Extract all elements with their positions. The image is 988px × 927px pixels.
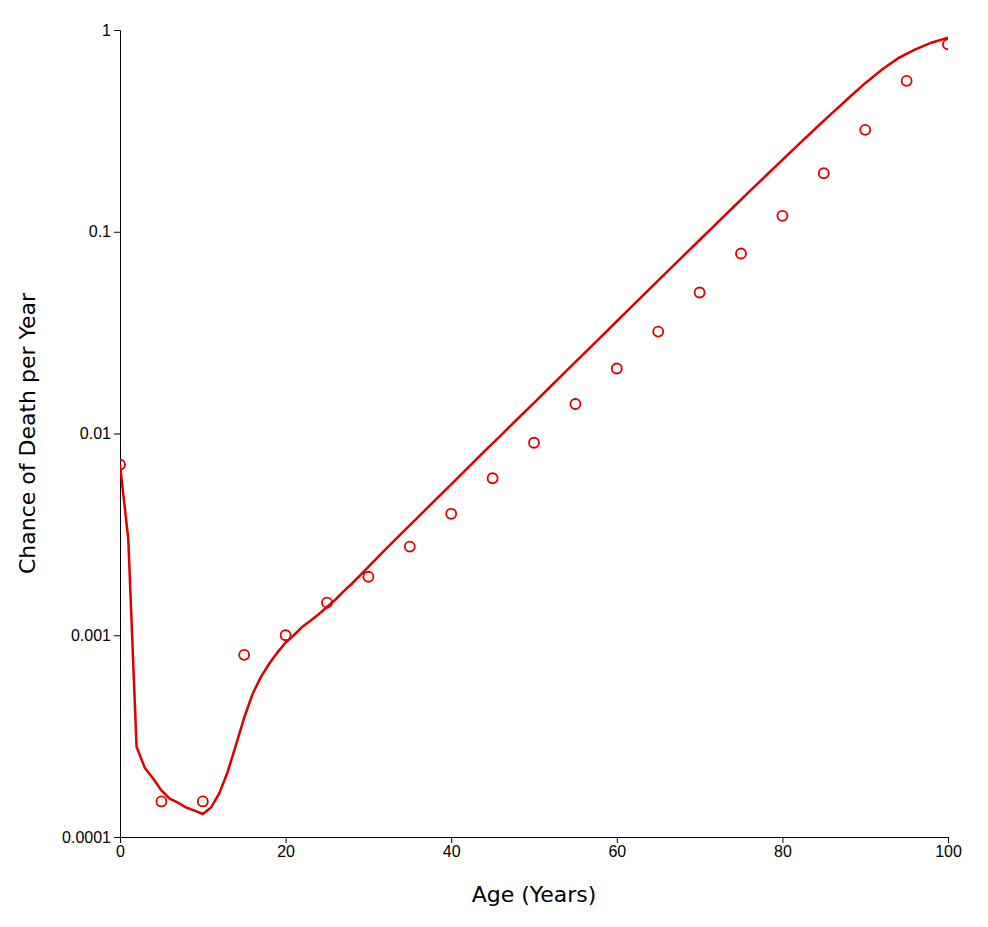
y-axis-title: Chance of Death per Year (15, 292, 40, 574)
marker (736, 249, 746, 259)
marker (695, 287, 705, 297)
marker (120, 460, 125, 470)
tick: 100 (935, 837, 962, 860)
tick-mark (286, 837, 287, 843)
tick-label: 0.01 (80, 425, 111, 442)
tick-mark (114, 434, 120, 435)
tick: 0.0001 (62, 829, 120, 846)
x-axis: 0 20 40 60 80 100 (116, 837, 962, 860)
marker (653, 327, 663, 337)
marker (902, 76, 912, 86)
tick-label: 60 (608, 843, 626, 860)
axis-line (121, 838, 949, 844)
tick: 0.1 (89, 223, 120, 240)
tick: 0.001 (71, 627, 120, 644)
marker (363, 572, 373, 582)
x-axis-title: Age (Years) (472, 882, 597, 907)
marker (322, 598, 332, 608)
tick-mark (948, 837, 949, 843)
tick-label: 0.1 (89, 223, 111, 240)
tick: 20 (277, 837, 295, 860)
tick-mark (617, 837, 618, 843)
tick: 60 (608, 837, 626, 860)
tick: 80 (774, 837, 792, 860)
marker (860, 125, 870, 135)
marker (612, 363, 622, 373)
marker (405, 542, 415, 552)
marker (943, 39, 948, 49)
marker (777, 211, 787, 221)
tick: 1 (102, 22, 120, 39)
tick-mark (114, 232, 120, 233)
tick-label: 0.0001 (62, 829, 111, 846)
marker (239, 650, 249, 660)
y-axis: 0.0001 0.001 0.01 0.1 1 (62, 22, 120, 846)
tick-mark (114, 837, 120, 838)
tick-mark (114, 30, 120, 31)
marker (156, 796, 166, 806)
tick-label: 40 (443, 843, 461, 860)
marker (488, 473, 498, 483)
marker (819, 168, 829, 178)
chart: 0 20 40 60 80 100 0.0001 0.001 0.01 0.1 1 Age (Year… (0, 0, 988, 927)
tick-label: 1 (102, 22, 111, 39)
tick-label: 20 (277, 843, 295, 860)
tick-label: 0 (116, 843, 125, 860)
marker (446, 509, 456, 519)
tick-label: 100 (935, 843, 962, 860)
marker (281, 630, 291, 640)
tick-mark (114, 635, 120, 636)
line (120, 38, 948, 814)
tick: 0 (116, 837, 125, 860)
plot-area (120, 38, 948, 814)
tick-mark (782, 837, 783, 843)
tick-mark (451, 837, 452, 843)
marker (529, 438, 539, 448)
tick-label: 0.001 (71, 627, 111, 644)
marker (570, 399, 580, 409)
tick-label: 80 (774, 843, 792, 860)
tick: 40 (443, 837, 461, 860)
marker (198, 796, 208, 806)
axis-line (114, 31, 121, 838)
tick: 0.01 (80, 425, 120, 442)
